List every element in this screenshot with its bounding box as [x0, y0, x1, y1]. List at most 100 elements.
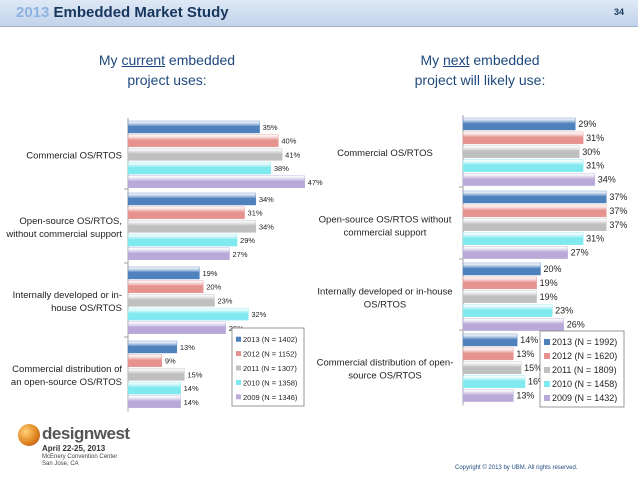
bar-2010 — [462, 232, 584, 245]
left-chart-title-pre: My — [98, 52, 122, 68]
bar-2011 — [462, 361, 522, 374]
page-number: 34 — [613, 7, 624, 17]
left-chart-title: My current embedded project uses: — [42, 50, 292, 90]
category-label-line: without commercial support — [5, 229, 122, 240]
left-chart-title-line2: project uses: — [127, 72, 207, 88]
bar-2013 — [462, 190, 607, 204]
data-label: 19% — [540, 292, 558, 302]
data-label: 37% — [609, 192, 627, 202]
bar-2009 — [462, 389, 514, 402]
data-label: 23% — [555, 306, 573, 316]
copyright-notice: Copyright © 2013 by UBM. All rights rese… — [455, 465, 578, 471]
bar-2013 — [462, 262, 541, 276]
bar-2013 — [127, 340, 178, 354]
data-label: 14% — [184, 384, 199, 393]
data-label: 19% — [202, 269, 217, 278]
data-label: 16% — [528, 377, 546, 387]
legend-swatch-2010 — [544, 381, 550, 387]
data-label: 34% — [598, 175, 616, 185]
data-label: 20% — [544, 264, 562, 274]
bar-2013 — [127, 192, 257, 206]
designwest-logo: designwest April 22-25, 2013 McEnery Con… — [18, 420, 138, 472]
data-label: 40% — [281, 137, 296, 146]
bar-2011 — [127, 294, 215, 307]
right-chart-title-underlined: next — [443, 52, 470, 68]
bar-2011 — [462, 290, 537, 303]
header-bar: 2013 Embedded Market Study 34 — [0, 0, 638, 27]
data-label: 31% — [248, 209, 263, 218]
legend-label: 2011 (N = 1307) — [243, 364, 297, 373]
category-label-line: source OS/RTOS — [348, 370, 422, 381]
category-label: Open-source OS/RTOS without commercial su… — [319, 214, 452, 238]
next-project-chart: Commercial OS/RTOS 29% 31% 30% 31% 34% Open-so… — [317, 115, 627, 408]
bar-2012 — [127, 280, 204, 293]
legend-swatch-2009 — [236, 394, 241, 400]
right-chart-title-line2: project will likely use: — [414, 72, 546, 88]
bar-2013 — [462, 333, 518, 347]
bar-2011 — [127, 220, 257, 233]
slide-title-year: 2013 — [16, 4, 50, 21]
bar-2013 — [127, 266, 200, 280]
bar-2012 — [462, 276, 537, 290]
bar-2012 — [462, 347, 514, 361]
category-label: Commercial distribution of an open-source… — [11, 364, 122, 388]
category-label-line: commercial support — [344, 227, 427, 238]
legend-swatch-2013 — [544, 339, 550, 345]
data-label: 29% — [578, 119, 596, 129]
data-label: 15% — [524, 363, 542, 373]
data-label: 14% — [520, 335, 538, 345]
category-label: Commercial OS/RTOS — [26, 150, 122, 161]
legend-swatch-2012 — [544, 353, 550, 359]
bar-2009 — [462, 173, 595, 186]
bar-2009 — [462, 246, 568, 259]
logo-venue-line2: San Jose, CA — [42, 461, 79, 467]
category-label-line: OS/RTOS — [364, 299, 406, 310]
category-label-line: Commercial OS/RTOS — [26, 150, 122, 161]
legend-label: 2013 (N = 1402) — [243, 335, 298, 344]
legend-label: 2012 (N = 1152) — [243, 350, 297, 359]
data-label: 23% — [217, 296, 232, 305]
category-label-line: Open-source OS/RTOS, — [19, 216, 122, 227]
legend-label: 2013 (N = 1992) — [552, 337, 617, 347]
data-label: 34% — [259, 222, 274, 231]
logo-venue-line1: McEnery Convention Center — [42, 454, 118, 460]
bar-2011 — [127, 148, 283, 161]
current-project-chart: Commercial OS/RTOS 35%40% 41% 38% 47% Open-so… — [5, 118, 323, 412]
data-label: 35% — [263, 123, 278, 132]
category-label: Open-source OS/RTOS, without commercial s… — [5, 216, 122, 240]
bar-2011 — [462, 218, 607, 232]
right-chart-title-pre: My — [420, 52, 444, 68]
category-label: Internally developed or in-house OS/RTOS — [13, 290, 122, 314]
legend-box — [231, 327, 305, 407]
right-chart-title: My next embedded project will likely use… — [355, 50, 605, 90]
slide-title-text: Embedded Market Study — [53, 4, 229, 21]
bar-2013 — [127, 120, 260, 134]
data-label: 15% — [187, 370, 202, 379]
category-label-line: Internally developed or in-house — [317, 286, 452, 297]
legend-swatch-2013 — [236, 336, 241, 342]
bar-2010 — [462, 375, 526, 388]
legend-swatch-2011 — [236, 365, 241, 371]
data-label: 9% — [165, 357, 176, 366]
data-label: 31% — [586, 161, 604, 171]
data-label: 27% — [233, 250, 248, 259]
legend-label: 2010 (N = 1458) — [552, 379, 617, 389]
bar-2010 — [127, 233, 238, 247]
category-label-line: Commercial distribution of — [12, 364, 122, 375]
bar-2011 — [462, 145, 580, 159]
data-label: 13% — [180, 343, 195, 352]
logo-venue: McEnery Convention Center San Jose, CA — [42, 454, 117, 468]
bar-2010 — [127, 161, 272, 175]
legend: 2013 (N = 1992) 2012 (N = 1620) 2011 (N = … — [539, 330, 625, 408]
bar-2009 — [127, 321, 226, 334]
data-label: 41% — [285, 150, 300, 159]
logo-dates: April 22-25, 2013 — [42, 444, 106, 453]
data-label: 32% — [251, 310, 266, 319]
data-label: 31% — [586, 133, 604, 143]
category-label-line: an open-source OS/RTOS — [11, 377, 122, 388]
legend-label: 2012 (N = 1620) — [552, 351, 617, 361]
category-label: Internally developed or in-house OS/RTOS — [317, 286, 452, 310]
legend-swatch-2011 — [544, 367, 550, 373]
data-label: 26% — [567, 320, 585, 330]
